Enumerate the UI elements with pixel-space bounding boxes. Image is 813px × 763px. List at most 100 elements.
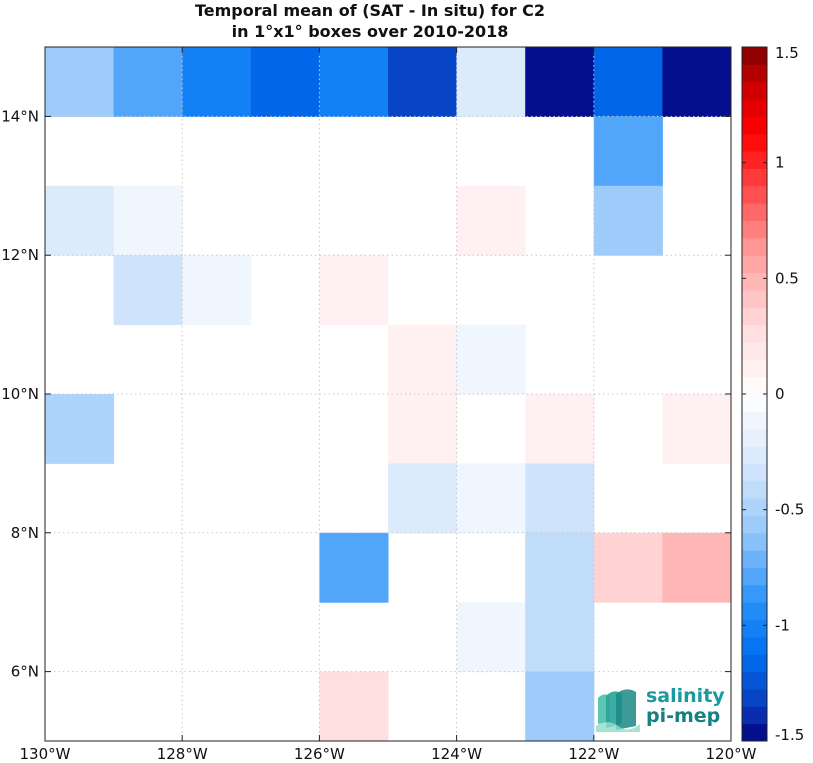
colorbar-segment <box>742 532 767 551</box>
colorbar-segment <box>742 376 767 395</box>
colorbar-segment <box>742 671 767 690</box>
colorbar-segment <box>742 688 767 707</box>
chart-title: Temporal mean of (SAT - In situ) for C2 … <box>0 0 740 42</box>
heatmap-cell <box>525 47 595 117</box>
heatmap-cell <box>525 463 595 534</box>
colorbar-segment <box>742 567 767 586</box>
colorbar-segment <box>742 411 767 430</box>
colorbar-segment <box>742 584 767 603</box>
colorbar-segment <box>742 185 767 204</box>
heatmap-cells <box>45 47 732 742</box>
colorbar-segment <box>742 498 767 516</box>
heatmap-cell <box>593 47 663 117</box>
heatmap-cell <box>113 47 183 117</box>
colorbar-tick-label: 0.5 <box>775 269 799 287</box>
heatmap-cell <box>662 47 732 117</box>
x-tick-label: 122°W <box>568 745 619 763</box>
heatmap-cell <box>525 532 595 603</box>
colorbar-segment <box>742 324 767 343</box>
chart-title-line-1: Temporal mean of (SAT - In situ) for C2 <box>194 1 546 20</box>
heatmap-cell <box>525 671 595 742</box>
y-tick-label: 10°N <box>1 385 39 403</box>
heatmap-cell <box>593 116 663 187</box>
y-tick-label: 12°N <box>1 246 39 264</box>
colorbar-segment <box>742 289 767 308</box>
chart-title-line-2: in 1°x1° boxes over 2010-2018 <box>231 22 509 41</box>
heatmap-cell <box>45 47 115 117</box>
colorbar-segment <box>742 602 767 621</box>
heatmap-cell <box>113 185 183 256</box>
heatmap-cell <box>662 532 732 603</box>
x-tick-label: 130°W <box>20 745 71 763</box>
colorbar-segment <box>742 619 767 638</box>
colorbar-tick-label: -1.5 <box>775 726 804 744</box>
y-tick-label: 14°N <box>1 107 39 125</box>
colorbar-segment <box>742 446 767 464</box>
colorbar-segment <box>742 220 767 239</box>
heatmap-cell <box>388 394 458 464</box>
heatmap-cell <box>45 394 115 464</box>
y-tick-label: 6°N <box>11 663 39 681</box>
heatmap-cell <box>388 324 458 395</box>
colorbar-segment <box>742 203 767 221</box>
colorbar-tick-label: 1 <box>775 154 785 172</box>
colorbar-segment <box>742 463 767 482</box>
heatmap-cell <box>250 47 320 117</box>
x-tick-label: 126°W <box>294 745 345 763</box>
x-tick-label: 128°W <box>157 745 208 763</box>
colorbar-tick-label: 1.5 <box>775 44 799 62</box>
logo-text-salinity: salinity <box>646 685 725 707</box>
colorbar-segment <box>742 723 767 742</box>
colorbar-segment <box>742 359 767 378</box>
heatmap-cell <box>388 463 458 534</box>
colorbar-segment <box>742 81 767 100</box>
colorbar-segment <box>742 307 767 326</box>
heatmap-cell <box>113 255 183 326</box>
colorbar-segment <box>742 272 767 291</box>
colorbar-segment <box>742 636 767 655</box>
heatmap-cell <box>456 602 526 673</box>
colorbar-segment <box>742 151 767 169</box>
heatmap-cell <box>456 463 526 534</box>
heatmap-cell <box>319 671 389 742</box>
heatmap-cell <box>525 602 595 673</box>
heatmap-cell <box>456 324 526 395</box>
colorbar-tick-label: -0.5 <box>775 501 804 519</box>
colorbar-segment <box>742 341 767 360</box>
logo-text-pi-mep: pi-mep <box>646 705 721 727</box>
colorbar-segment <box>742 255 767 274</box>
heatmap-cell <box>319 532 389 603</box>
colorbar-segment <box>742 237 767 256</box>
heatmap-cell <box>182 255 252 326</box>
colorbar-segment <box>742 168 767 187</box>
heatmap-cell <box>593 185 663 256</box>
heatmap-cell <box>662 394 732 464</box>
colorbar-segment <box>742 47 767 65</box>
heatmap-cell <box>182 47 252 117</box>
colorbar-segment <box>742 133 767 152</box>
colorbar-segment <box>742 428 767 447</box>
heatmap-cell <box>456 47 526 117</box>
axes: 130°W 128°W 126°W 124°W 122°W 120°W 6°N 8°N 10°N… <box>1 46 757 763</box>
heatmap-cell <box>319 255 389 326</box>
colorbar-segment <box>742 706 767 725</box>
salinity-pi-mep-logo: salinity pi-mep <box>594 684 734 732</box>
heatmap-cell <box>319 47 389 117</box>
logo-wave-icon <box>596 689 640 732</box>
colorbar-segment <box>742 116 767 135</box>
colorbar-segment <box>742 654 767 673</box>
heatmap-cell <box>388 47 458 117</box>
x-tick-label: 124°W <box>431 745 482 763</box>
colorbar-segment <box>742 515 767 534</box>
heatmap-cell <box>525 394 595 464</box>
colorbar-segment <box>742 550 767 568</box>
colorbar-segment <box>742 394 767 412</box>
colorbar: 1.5 1 0.5 0 -0.5 -1 -1.5 <box>741 44 804 744</box>
colorbar-segment <box>742 480 767 499</box>
heatmap-cell <box>45 185 115 256</box>
heatmap-cell <box>593 532 663 603</box>
colorbar-segment <box>742 99 767 117</box>
x-tick-label: 120°W <box>706 745 757 763</box>
colorbar-tick-label: 0 <box>775 385 785 403</box>
